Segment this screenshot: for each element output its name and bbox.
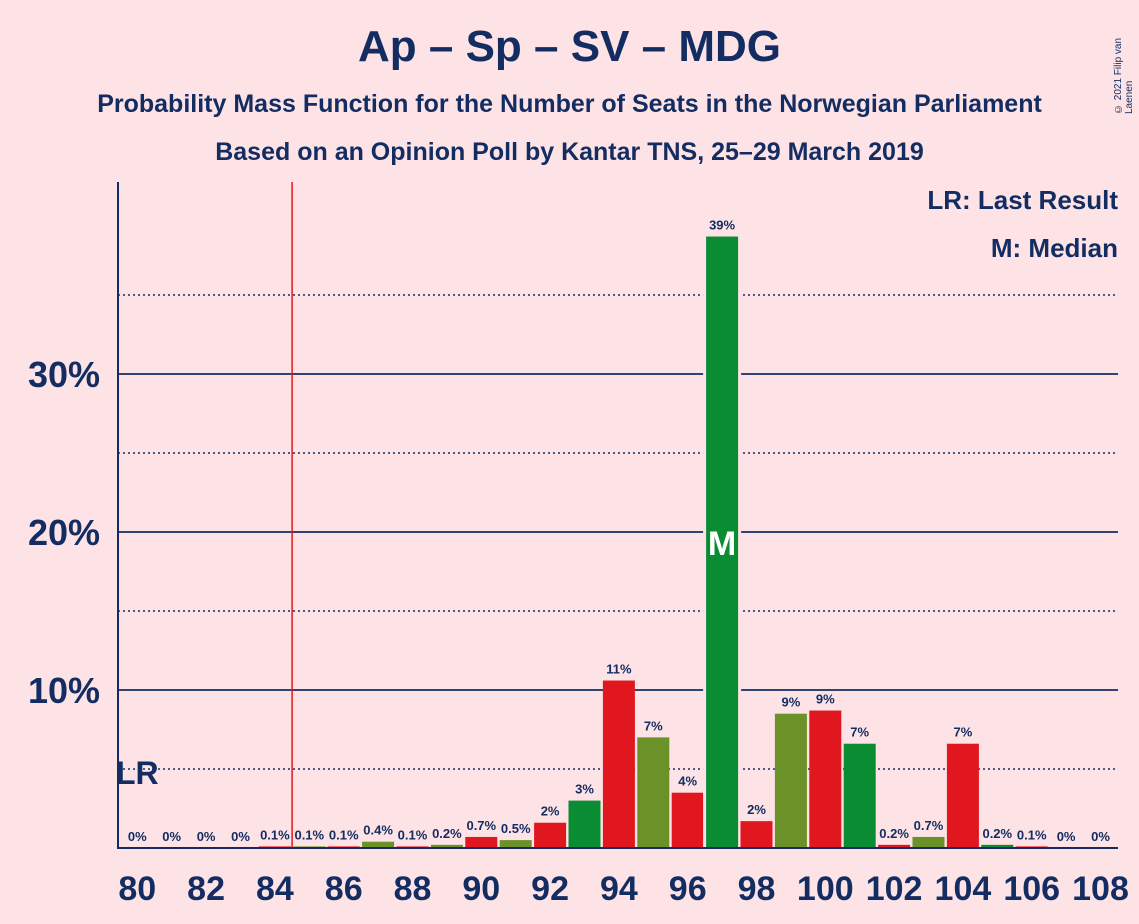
bar-94 [602,680,635,848]
bar-value-label: 7% [850,725,869,740]
bar-value-label: 0% [197,829,216,844]
x-tick-label: 98 [738,870,776,908]
x-tick-label: 94 [600,870,638,908]
bar-value-label: 0% [128,829,147,844]
bar-95 [637,737,670,848]
bar-value-label: 0.2% [879,826,909,841]
bar-103 [912,836,945,848]
bar-value-label: 0% [1091,829,1110,844]
bar-105 [981,844,1014,848]
last-result-marker: LR [116,755,159,791]
x-tick-label: 100 [797,870,854,908]
bar-value-label: 0.2% [432,826,462,841]
bar-value-label: 7% [644,718,663,733]
bars [258,236,1048,849]
x-tick-label: 90 [462,870,500,908]
bar-99 [774,713,807,848]
y-tick-label: 20% [28,512,100,553]
bar-value-label: 39% [709,218,735,233]
value-labels: 0% 0% 0% 0% 0.1% 0.1% 0.1% 0.4% 0.1% 0.2% 0.7% 0.5%… [116,218,1110,844]
bar-value-label: 3% [575,782,594,797]
bar-102 [878,844,911,848]
chart-title: Ap – Sp – SV – MDG [358,22,781,71]
gridlines [118,182,1118,848]
bar-value-label: 11% [606,662,632,677]
bar-value-label: 0.1% [329,827,359,842]
bar-value-label: 0.7% [914,818,944,833]
bar-value-label: 0% [1057,829,1076,844]
axes: 10% 20% 30% 80 82 84 86 88 90 92 94 96 98 100 102 104 10… [28,182,1129,908]
legend-last-result: LR: Last Result [927,185,1118,215]
bar-value-label: 0.7% [466,818,496,833]
bar-value-label: 0% [231,829,250,844]
legend-median: M: Median [990,233,1118,263]
bar-value-label: 2% [541,804,560,819]
bar-100 [809,710,842,848]
bar-value-label: 9% [816,692,835,707]
x-tick-label: 82 [187,870,225,908]
bar-value-label: 0% [162,829,181,844]
x-tick-label: 102 [866,870,923,908]
bar-value-label: 9% [782,695,801,710]
x-tick-label: 106 [1003,870,1060,908]
chart-subtitle: Probability Mass Function for the Number… [97,90,1042,118]
x-tick-label: 108 [1072,870,1129,908]
x-tick-label: 86 [325,870,363,908]
bar-value-label: 0.1% [1017,827,1047,842]
x-tick-label: 92 [531,870,569,908]
bar-89 [430,844,463,848]
x-tick-label: 80 [118,870,156,908]
bar-93 [568,800,601,848]
median-marker: M [708,525,736,563]
bar-91 [499,840,532,848]
chart-source-line: Based on an Opinion Poll by Kantar TNS, … [215,138,924,166]
bar-value-label: 0.1% [294,827,324,842]
bar-92 [534,822,567,848]
bar-value-label: 0.5% [501,821,531,836]
bar-value-label: 2% [747,802,766,817]
bar-value-label: 7% [954,725,973,740]
bar-98 [740,821,773,848]
x-tick-label: 88 [394,870,432,908]
bar-90 [465,836,498,848]
bar-value-label: 4% [678,774,697,789]
bar-87 [362,841,395,848]
x-tick-label: 96 [669,870,707,908]
bar-97 [706,236,739,849]
bar-value-label: 0.2% [982,826,1012,841]
bar-96 [671,792,704,848]
bar-value-label: 0.4% [363,823,393,838]
y-tick-label: 30% [28,354,100,395]
bar-value-label: 0.1% [398,827,428,842]
bar-value-label: 0.1% [260,827,290,842]
bar-104 [946,743,979,848]
x-tick-label: 104 [935,870,992,908]
y-tick-label: 10% [28,670,100,711]
x-tick-label: 84 [256,870,294,908]
bar-101 [843,743,876,848]
